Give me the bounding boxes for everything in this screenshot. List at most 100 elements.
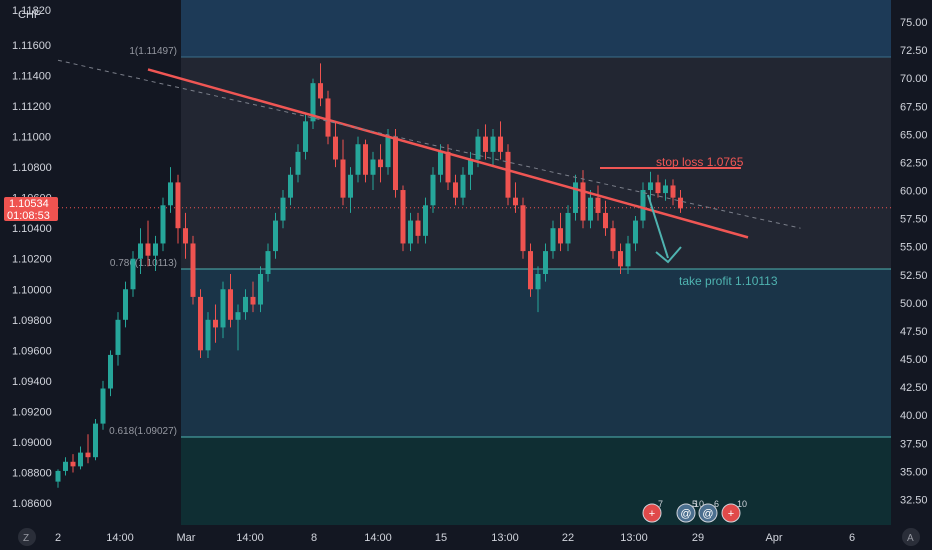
candle-body: [543, 251, 548, 274]
right-axis-tick: 50.00: [900, 298, 928, 310]
fib-upper-zone: [181, 0, 891, 57]
candle-body: [115, 319, 121, 355]
time-axis-tick: 22: [562, 532, 574, 544]
time-axis[interactable]: 2 14:00 Mar 14:00 8 14:00 15 13:00 22 13:00 29 Apr 6: [55, 532, 855, 544]
candle-body: [468, 159, 473, 175]
time-axis-tick: Apr: [765, 532, 782, 544]
dividend-event-icon[interactable]: @6: [698, 499, 719, 523]
currency-label: CHF: [18, 9, 41, 21]
candle-body: [640, 190, 646, 221]
candle-body: [430, 174, 436, 206]
left-axis-tick: 1.10800: [12, 162, 52, 174]
countdown-timer: 01:08:53: [7, 210, 50, 222]
right-axis-tick: 45.00: [900, 354, 928, 366]
candle-body: [63, 461, 68, 471]
candle-body: [408, 220, 413, 244]
candle-body: [580, 182, 586, 221]
candle-body: [550, 228, 556, 252]
right-axis-tick: 35.00: [900, 466, 928, 478]
candle-body: [618, 251, 623, 267]
economic-event-icon[interactable]: +10: [721, 499, 747, 523]
left-axis-tick: 1.11400: [12, 71, 51, 83]
candle-body: [70, 461, 76, 467]
candle-body: [340, 159, 346, 198]
candle-body: [603, 212, 608, 229]
trade-annotations: stop loss 1.0765 take profit 1.10113: [600, 155, 778, 288]
candle-body: [85, 452, 91, 458]
bottom-left-tool[interactable]: Z: [18, 528, 36, 546]
candle-body: [520, 205, 526, 252]
right-axis-tick: 67.50: [900, 101, 928, 113]
right-axis-tick: 60.00: [900, 186, 928, 198]
candle-body: [363, 144, 368, 175]
left-axis-tick: 1.10000: [12, 284, 52, 296]
candle-body: [310, 83, 316, 122]
candle-body: [378, 159, 383, 168]
left-axis-tick: 1.08800: [12, 467, 52, 479]
left-price-axis[interactable]: 1.116001.114001.112001.110001.108001.106…: [12, 40, 52, 510]
time-axis-tick: 14:00: [106, 532, 134, 544]
fib-bottom-zone: [181, 437, 891, 525]
time-axis-tick: 6: [849, 532, 855, 544]
candle-body: [168, 182, 173, 206]
right-scale-axis[interactable]: 75.00 72.50 70.00 67.50 65.00 62.50 60.00 57.50…: [900, 17, 928, 507]
stop-loss-label: stop loss 1.0765: [656, 155, 744, 169]
left-axis-tick: 1.08600: [12, 498, 52, 510]
candle-body: [108, 354, 113, 389]
right-axis-tick: 37.50: [900, 438, 928, 450]
candle-body: [288, 174, 293, 198]
economic-event-icon[interactable]: +7: [642, 499, 663, 523]
left-axis-tick: 1.09200: [12, 406, 52, 418]
left-axis-tick: 1.11200: [12, 101, 51, 113]
candle-body: [295, 151, 301, 175]
right-axis-tick: 47.50: [900, 326, 928, 338]
candle-body: [678, 197, 683, 209]
trendline[interactable]: [57, 59, 801, 229]
candle-body: [213, 319, 218, 328]
candle-body: [453, 182, 458, 198]
time-axis-tick: 2: [55, 532, 61, 544]
left-axis-tick: 1.10400: [12, 223, 52, 235]
event-count: 10: [694, 499, 704, 509]
time-axis-tick: 14:00: [364, 532, 392, 544]
dividend-event-icon[interactable]: @5: [676, 499, 697, 523]
candle-body: [400, 190, 406, 244]
right-axis-tick: 62.50: [900, 157, 928, 169]
event-icon-glyph: @: [680, 508, 691, 520]
candle-body: [160, 205, 166, 244]
right-axis-tick: 70.00: [900, 73, 928, 85]
candle-body: [370, 159, 376, 175]
time-axis-tick: 13:00: [620, 532, 648, 544]
candle-body: [505, 151, 511, 198]
current-price-badge: 1.10534 01:08:53: [4, 197, 58, 222]
candle-body: [415, 220, 421, 236]
auto-scale-button[interactable]: A: [902, 528, 920, 546]
fib-level-label: 0.618(1.09027): [109, 426, 177, 437]
candle-body: [175, 182, 181, 229]
candle-body: [138, 243, 143, 259]
candle-body: [355, 144, 361, 175]
candle-body: [475, 136, 481, 160]
fib-levels: 1(1.11497) 0.786(1.10113) 0.618(1.09027): [58, 46, 891, 438]
trendlines[interactable]: [57, 59, 801, 239]
event-markers[interactable]: +7 @5@6+10 10: [642, 499, 747, 523]
candle-body: [438, 151, 443, 175]
time-axis-tick: 15: [435, 532, 447, 544]
candle-body: [243, 296, 248, 313]
time-axis-tick: 29: [692, 532, 704, 544]
candle-body: [460, 174, 466, 198]
trendline[interactable]: [147, 68, 749, 239]
candle-body: [205, 319, 211, 351]
candle-body: [220, 289, 226, 328]
candle-body: [333, 136, 338, 160]
candle-body: [153, 243, 158, 256]
time-axis-tick: 8: [311, 532, 317, 544]
candle-body: [558, 228, 563, 244]
time-axis-tick: Mar: [177, 532, 196, 544]
right-axis-tick: 57.50: [900, 214, 928, 226]
left-axis-tick: 1.11600: [12, 40, 51, 52]
candle-body: [513, 197, 518, 206]
candle-body: [610, 228, 616, 252]
right-axis-tick: 42.50: [900, 382, 928, 394]
